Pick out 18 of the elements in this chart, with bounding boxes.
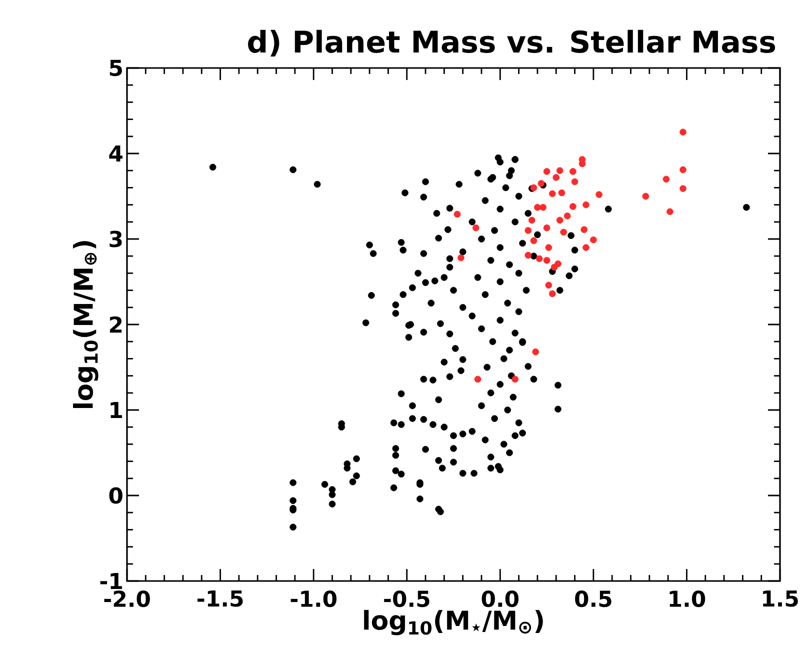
x-tick-label: -0.5 [384, 590, 430, 608]
chart-title: d) Planet Mass vs. Stellar Mass [248, 30, 776, 56]
x-tick-label: 0.5 [575, 590, 612, 608]
x-tick-label: -2.0 [104, 590, 150, 608]
y-tick-label: 3 [110, 230, 122, 248]
y-axis-title: log$_{10}$(M/M$_{⊕}$) [73, 241, 98, 408]
y-tick-label: 4 [109, 146, 122, 162]
x-tick-label: -1.0 [290, 590, 336, 608]
y-tick-label: 0 [109, 487, 122, 504]
y-tick-label: 2 [110, 316, 122, 333]
x-tick-label: 0.0 [482, 590, 519, 608]
x-tick-label: -1.5 [198, 590, 243, 607]
y-tick-label: 5 [110, 60, 122, 76]
x-tick-label: 1.5 [763, 590, 798, 607]
x-axis-title: log$_{10}$(M$_{⋆}$/M$_{⊙}$) [364, 610, 543, 636]
y-tick-label: -1 [100, 573, 122, 589]
x-tick-label: 1.0 [670, 590, 706, 608]
y-tick-label: 1 [110, 402, 122, 418]
